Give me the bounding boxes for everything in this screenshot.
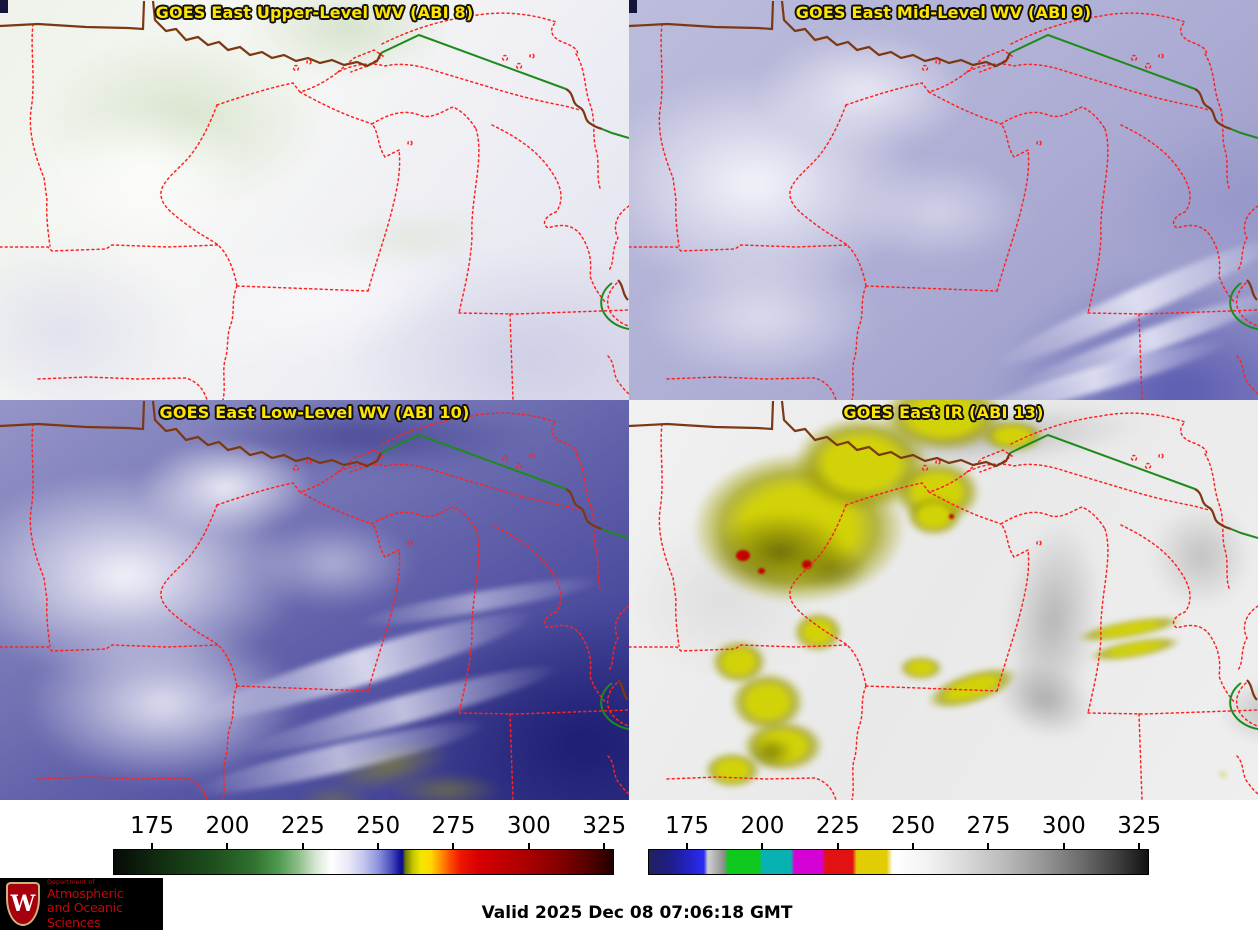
panel-title-abi8: GOES East Upper-Level WV (ABI 8) [155, 3, 474, 22]
international-border [1009, 433, 1258, 730]
logo-department-line: Department of [47, 877, 95, 886]
colorbar-tick [452, 843, 455, 849]
nodata-corner [0, 0, 8, 13]
colorbar-tick-label: 200 [740, 813, 785, 839]
international-border [380, 33, 629, 330]
colorbar-tick-label: 325 [582, 813, 627, 839]
colorbar-tick-label: 325 [1117, 813, 1162, 839]
colorbar-tick [527, 843, 530, 849]
cloud-field-upper-wv [0, 0, 629, 400]
colorbar-tick-label: 300 [506, 813, 551, 839]
logo-name-line1: Atmospheric [47, 885, 124, 901]
colorbar-tick [836, 843, 839, 849]
colorbar-tick-label: 225 [280, 813, 325, 839]
valid-time-label: Valid 2025 Dec 08 07:06:18 GMT [481, 903, 793, 923]
colorbar-tick-label: 250 [891, 813, 936, 839]
colorbar-ir: 175 200 225 250 275 300 325 [648, 800, 1161, 875]
panel-title-abi10: GOES East Low-Level WV (ABI 10) [159, 403, 470, 422]
uw-crest-icon: W [6, 882, 40, 926]
colorbar-tick [761, 843, 764, 849]
cloud-field-mid-wv [629, 0, 1258, 400]
panel-upper-level-wv: GOES East Upper-Level WV (ABI 8) [0, 0, 629, 400]
colorbar-tick [151, 843, 154, 849]
international-border [1009, 33, 1258, 330]
state-borders [0, 12, 629, 400]
colorbar-tick-label: 275 [431, 813, 476, 839]
uw-aos-logo: W Department of Atmospheric and Oceanic … [0, 878, 163, 930]
colorbar-tick [603, 843, 606, 849]
panel-ir: GOES East IR (ABI 13) [629, 400, 1258, 800]
colorbar-tick [686, 843, 689, 849]
colorbar-tick-label: 200 [205, 813, 250, 839]
map-slot [0, 400, 629, 800]
lake-superior-shoreline [0, 0, 629, 301]
nodata-corner [629, 0, 637, 13]
colorbar-tick [226, 843, 229, 849]
colorbar-tick [301, 843, 304, 849]
map-overlay [629, 0, 1258, 400]
state-borders [629, 412, 1258, 800]
lake-superior-shoreline [629, 0, 1258, 301]
colorbar-ir-gradient [648, 849, 1149, 875]
colorbar-tick-label: 250 [356, 813, 401, 839]
map-overlay [0, 400, 629, 800]
map-slot [629, 0, 1258, 400]
colorbar-tick [987, 843, 990, 849]
colorbar-tick-label: 225 [815, 813, 860, 839]
colorbar-tick [1138, 843, 1141, 849]
colorbar-tick-label: 300 [1041, 813, 1086, 839]
state-borders [0, 412, 629, 800]
panel-mid-level-wv: GOES East Mid-Level WV (ABI 9) [629, 0, 1258, 400]
colorbar-wv: 175 200 225 250 275 300 325 [113, 800, 626, 875]
lake-superior-shoreline [629, 400, 1258, 701]
colorbar-tick-label: 275 [966, 813, 1011, 839]
colorbar-tick-label: 175 [130, 813, 175, 839]
map-slot [0, 0, 629, 400]
logo-text: Department of Atmospheric and Oceanic Sc… [47, 878, 163, 930]
crest-monogram: W [10, 891, 36, 917]
map-overlay [0, 0, 629, 400]
panel-low-level-wv: GOES East Low-Level WV (ABI 10) [0, 400, 629, 800]
colorbar-tick [912, 843, 915, 849]
logo-name-line2: and Oceanic Sciences [47, 900, 123, 930]
colorbar-tick-label: 175 [665, 813, 710, 839]
international-border [380, 433, 629, 730]
map-overlay [629, 400, 1258, 800]
colorbar-tick [1062, 843, 1065, 849]
map-slot [629, 400, 1258, 800]
colorbar-tick [377, 843, 380, 849]
panel-title-abi13: GOES East IR (ABI 13) [843, 403, 1044, 422]
cloud-field-low-wv [0, 400, 629, 800]
state-borders [629, 12, 1258, 400]
colorbar-wv-gradient [113, 849, 614, 875]
lake-superior-shoreline [0, 400, 629, 701]
panel-title-abi9: GOES East Mid-Level WV (ABI 9) [795, 3, 1092, 22]
